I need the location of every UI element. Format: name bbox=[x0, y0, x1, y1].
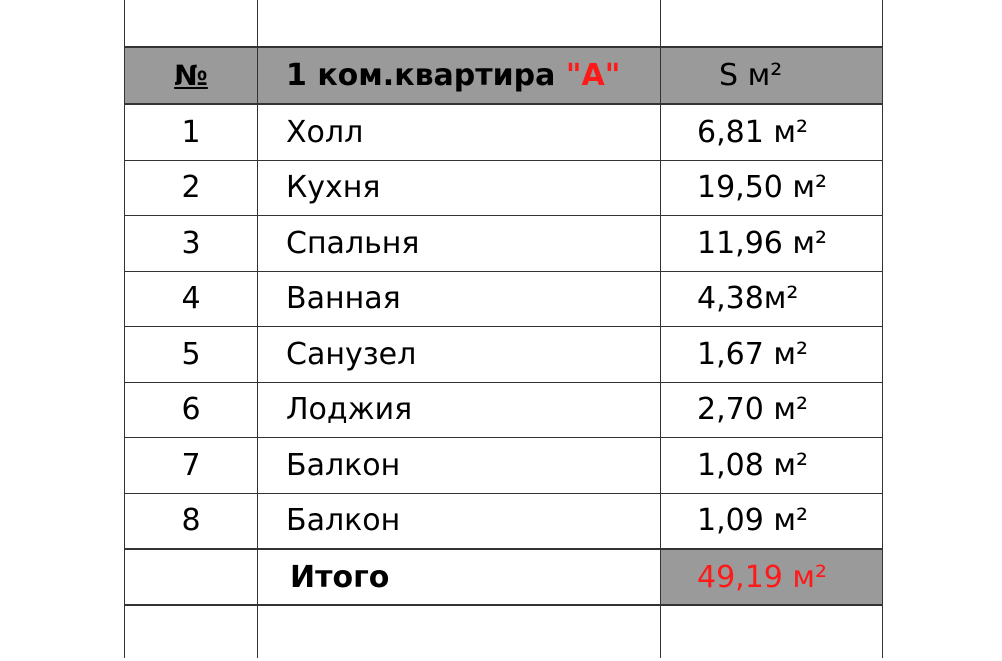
table-row: 4 Ванная 4,38м² bbox=[124, 270, 883, 327]
room-name: Лоджия bbox=[257, 381, 661, 438]
empty-row-top bbox=[124, 0, 883, 48]
total-label: Итого bbox=[257, 548, 661, 606]
table-row: 2 Кухня 19,50 м² bbox=[124, 159, 883, 216]
header-title-highlight: "А" bbox=[565, 58, 621, 93]
table-row: 3 Спальня 11,96 м² bbox=[124, 215, 883, 272]
table-row: 7 Балкон 1,08 м² bbox=[124, 437, 883, 494]
row-number: 7 bbox=[124, 437, 258, 494]
total-area: 49,19 м² bbox=[660, 548, 883, 606]
table-row: 5 Санузел 1,67 м² bbox=[124, 326, 883, 383]
room-area: 19,50 м² bbox=[660, 159, 883, 216]
table-row: 6 Лоджия 2,70 м² bbox=[124, 381, 883, 438]
header-row: № 1 ком.квартира "А" S м² bbox=[124, 46, 883, 105]
room-area: 1,67 м² bbox=[660, 326, 883, 383]
room-area: 1,09 м² bbox=[660, 492, 883, 550]
total-row: Итого 49,19 м² bbox=[124, 548, 883, 606]
room-area: 2,70 м² bbox=[660, 381, 883, 438]
room-area: 1,08 м² bbox=[660, 437, 883, 494]
table-row: 1 Холл 6,81 м² bbox=[124, 103, 883, 161]
row-number: 3 bbox=[124, 215, 258, 272]
room-name: Холл bbox=[257, 103, 661, 161]
room-name: Балкон bbox=[257, 437, 661, 494]
room-name: Ванная bbox=[257, 270, 661, 327]
room-area: 4,38м² bbox=[660, 270, 883, 327]
room-name: Спальня bbox=[257, 215, 661, 272]
room-area: 6,81 м² bbox=[660, 103, 883, 161]
room-name: Кухня bbox=[257, 159, 661, 216]
room-name: Балкон bbox=[257, 492, 661, 550]
header-area: S м² bbox=[660, 46, 883, 105]
row-number: 4 bbox=[124, 270, 258, 327]
empty-row-bottom bbox=[124, 604, 883, 658]
row-number: 6 bbox=[124, 381, 258, 438]
row-number: 1 bbox=[124, 103, 258, 161]
header-title: 1 ком.квартира "А" bbox=[257, 46, 661, 105]
room-area: 11,96 м² bbox=[660, 215, 883, 272]
room-area-table: № 1 ком.квартира "А" S м² 1 Холл 6,81 м² 2 К… bbox=[124, 0, 883, 658]
row-number: 5 bbox=[124, 326, 258, 383]
header-number: № bbox=[124, 46, 258, 105]
header-title-text: 1 ком.квартира bbox=[286, 58, 566, 93]
row-number: 8 bbox=[124, 492, 258, 550]
row-number: 2 bbox=[124, 159, 258, 216]
table-row: 8 Балкон 1,09 м² bbox=[124, 492, 883, 550]
room-name: Санузел bbox=[257, 326, 661, 383]
